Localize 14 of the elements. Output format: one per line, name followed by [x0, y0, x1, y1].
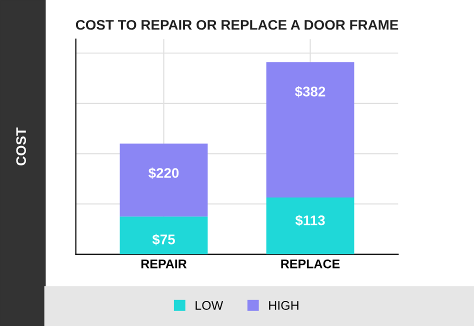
- total-label: $382: [294, 86, 326, 98]
- y-axis-title: COST: [16, 128, 26, 166]
- total-label: $220: [148, 167, 179, 179]
- bar: [266, 62, 354, 198]
- bar: [120, 144, 208, 217]
- legend-label: HIGH: [269, 300, 298, 310]
- bar: [120, 216, 208, 254]
- x-tick-label: REPLACE: [281, 259, 340, 268]
- data-label: $113: [295, 214, 325, 226]
- bar: [266, 197, 354, 254]
- x-tick-label: REPAIR: [141, 260, 187, 268]
- legend-label: LOW: [196, 300, 224, 310]
- chart-title: COST TO REPAIR OR REPLACE A DOOR FRAME: [76, 20, 398, 30]
- data-label: $75: [152, 234, 175, 246]
